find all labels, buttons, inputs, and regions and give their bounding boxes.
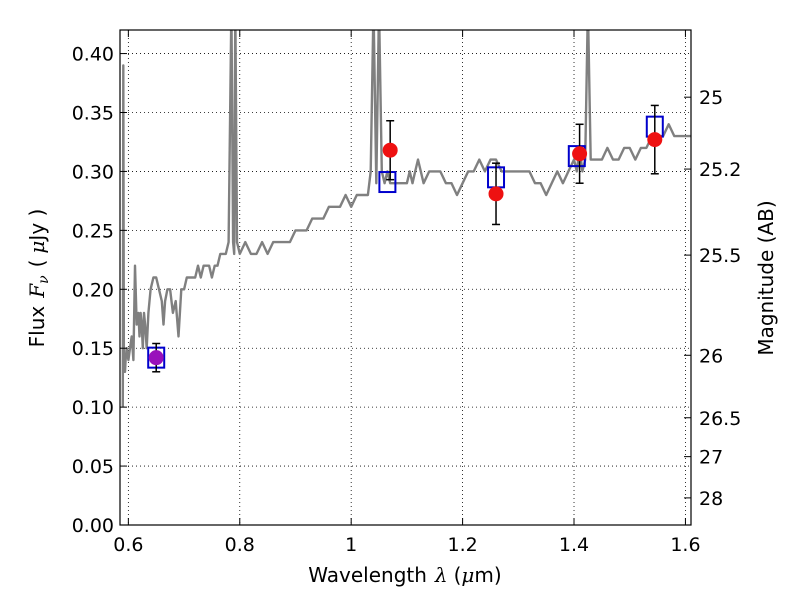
observed-point — [647, 132, 663, 148]
y-tick-label: 0.00 — [72, 515, 114, 537]
y-tick-label: 0.30 — [72, 161, 114, 183]
right-tick-label: 25.2 — [699, 159, 741, 181]
right-tick-label: 28 — [699, 488, 723, 510]
x-axis-label: Wavelength λ (μm) — [308, 563, 501, 587]
x-tick-label: 0.8 — [225, 534, 255, 556]
x-axis-ticks: 0.6 0.8 1 1.2 1.4 1.6 — [113, 30, 701, 556]
right-tick-label: 26 — [699, 345, 723, 367]
right-tick-label: 25 — [699, 87, 723, 109]
y-axis-label: FluxFν(μJy ) — [25, 209, 52, 348]
observed-point — [148, 350, 164, 366]
grid-lines — [120, 30, 691, 526]
observed-point — [382, 142, 398, 158]
x-tick-label: 1 — [345, 534, 357, 556]
x-tick-label: 1.2 — [447, 534, 477, 556]
y-axis-ticks: 0.00 0.05 0.10 0.15 0.20 0.25 0.30 0.35 0.40 — [72, 44, 127, 537]
y-tick-label: 0.40 — [72, 44, 114, 66]
y-tick-label: 0.20 — [72, 279, 114, 301]
y-tick-label: 0.05 — [72, 456, 114, 478]
x-tick-label: 1.4 — [559, 534, 589, 556]
plot-frame — [119, 29, 692, 526]
y-tick-label: 0.15 — [72, 338, 114, 360]
observed-points — [148, 104, 663, 373]
right-tick-label: 25.5 — [699, 245, 741, 267]
y-tick-label: 0.25 — [72, 220, 114, 242]
observed-point — [488, 186, 504, 202]
right-axis-label: Magnitude (AB) — [754, 200, 778, 355]
x-tick-label: 0.6 — [113, 534, 143, 556]
y-tick-label: 0.35 — [72, 103, 114, 125]
right-axis-ticks: 25 25.2 25.5 26 26.5 27 28 — [684, 87, 741, 510]
right-tick-label: 27 — [699, 447, 723, 469]
y-tick-label: 0.10 — [72, 397, 114, 419]
right-tick-label: 26.5 — [699, 408, 741, 430]
observed-point — [572, 146, 588, 162]
model-box — [378, 171, 397, 194]
x-tick-label: 1.6 — [670, 534, 700, 556]
